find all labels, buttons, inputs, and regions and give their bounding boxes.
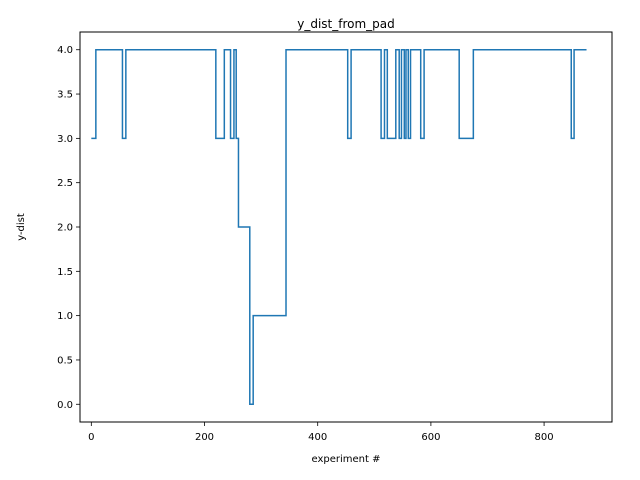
x-tick-label: 200 bbox=[195, 432, 214, 443]
x-axis-label: experiment # bbox=[312, 454, 381, 465]
series-line-0 bbox=[91, 48, 587, 406]
y-tick-label: 1.5 bbox=[57, 267, 73, 278]
x-tick-label: 400 bbox=[308, 432, 327, 443]
y-axis-ticks: 0.0 0.5 1.0 1.5 2.0 2.5 3.0 3.5 4.0 bbox=[57, 45, 80, 411]
plot-frame bbox=[79, 31, 613, 423]
y-tick-label: 2.0 bbox=[57, 223, 73, 234]
chart-title: y_dist_from_pad bbox=[297, 17, 395, 31]
y-tick-label: 0.0 bbox=[57, 400, 73, 411]
x-tick-label: 800 bbox=[535, 432, 554, 443]
x-tick-label: 0 bbox=[88, 432, 94, 443]
x-axis-ticks: 0 200 400 600 800 bbox=[88, 422, 554, 443]
y-tick-label: 0.5 bbox=[57, 355, 73, 366]
y-tick-label: 1.0 bbox=[57, 311, 73, 322]
y-tick-label: 3.0 bbox=[57, 134, 73, 145]
y-tick-label: 2.5 bbox=[57, 178, 73, 189]
x-tick-label: 600 bbox=[421, 432, 440, 443]
y-tick-label: 4.0 bbox=[57, 45, 73, 56]
y-tick-label: 3.5 bbox=[57, 90, 73, 101]
y-axis-label: y-dist bbox=[16, 213, 27, 241]
plot-area bbox=[91, 48, 587, 406]
